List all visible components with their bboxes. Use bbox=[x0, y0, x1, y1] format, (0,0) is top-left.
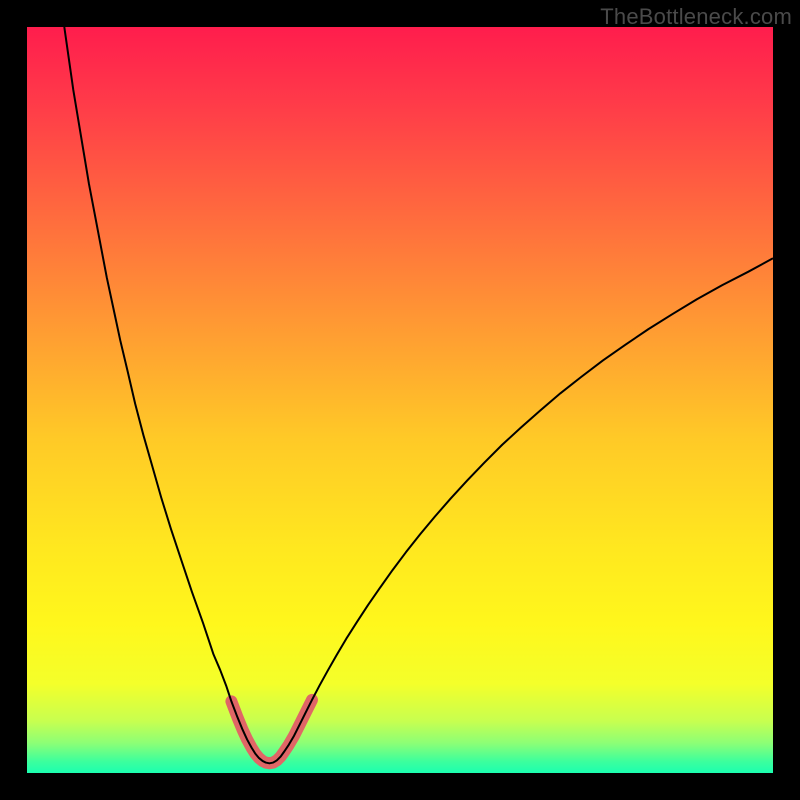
chart-frame: TheBottleneck.com bbox=[0, 0, 800, 800]
frame-border bbox=[0, 0, 800, 800]
watermark-text: TheBottleneck.com bbox=[600, 4, 792, 30]
